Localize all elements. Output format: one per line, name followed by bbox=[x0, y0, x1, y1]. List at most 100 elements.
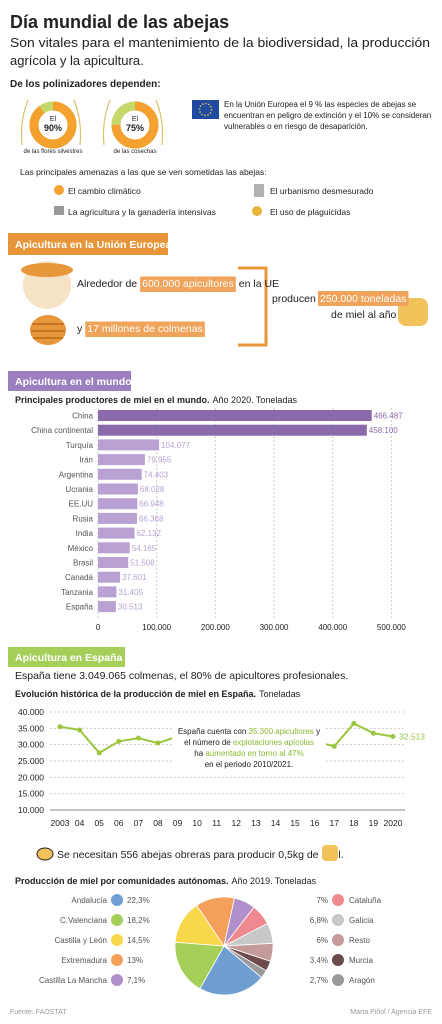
section-heading: De los polinizadores dependen: bbox=[10, 79, 161, 90]
donut-value: 90% bbox=[44, 123, 62, 133]
bar-chart: Principales productores de miel en el mu… bbox=[15, 395, 406, 632]
y-tick-label: EE.UU bbox=[69, 500, 94, 509]
beekeeper-hat bbox=[21, 263, 73, 277]
value-label: 458.100 bbox=[369, 426, 398, 435]
value-label: 22,3% bbox=[127, 896, 150, 905]
decoration bbox=[20, 99, 164, 146]
threat: El urbanismo desmesurado bbox=[270, 186, 374, 196]
donut-label: El bbox=[132, 116, 139, 123]
chart-title: Producción de miel por comunidades autón… bbox=[15, 876, 316, 886]
value-label: 18,2% bbox=[127, 916, 150, 925]
y-tick-label: Canadá bbox=[65, 573, 94, 582]
highlight-box bbox=[140, 276, 236, 292]
threat: El cambio climático bbox=[68, 186, 141, 196]
summary: España tiene 3.049.065 colmenas, el 80% … bbox=[15, 670, 348, 682]
highlight-text: 600.000 apicultores bbox=[142, 278, 234, 290]
y-tick-label: Irán bbox=[79, 456, 93, 465]
annotation: el número de explotaciones apícolas bbox=[184, 738, 314, 747]
x-tick-label: 13 bbox=[251, 818, 261, 828]
value-label: 79.955 bbox=[147, 456, 172, 465]
icon bbox=[54, 206, 64, 215]
bar bbox=[98, 410, 372, 421]
value-label: 6,8% bbox=[310, 916, 328, 925]
value-label: 54.165 bbox=[132, 544, 157, 553]
pie-slice bbox=[174, 941, 225, 990]
line-chart: Evolución histórica de la producción de … bbox=[15, 689, 425, 828]
legend-swatch bbox=[111, 914, 123, 926]
banner bbox=[8, 647, 125, 667]
y-tick-label: Tanzania bbox=[61, 588, 94, 597]
legend-swatch bbox=[332, 894, 344, 906]
highlight-box bbox=[318, 291, 409, 306]
title: Producción de miel por comunidades autón… bbox=[15, 876, 229, 886]
x-tick-label: 300.000 bbox=[260, 623, 289, 632]
banner bbox=[8, 233, 168, 255]
y-tick-label: Rusia bbox=[73, 514, 94, 523]
y-tick-label: 30.000 bbox=[18, 740, 44, 750]
title: Día mundial de las abejas bbox=[10, 12, 229, 32]
y-tick-label: España bbox=[66, 603, 94, 612]
y-tick-label: 20.000 bbox=[18, 772, 44, 782]
bar bbox=[98, 512, 137, 524]
eu-note: En la Unión Europea el 9 % las especies … bbox=[224, 100, 417, 109]
value-label: 51.508 bbox=[130, 559, 155, 568]
subtitle: agrícola y la apicultura. bbox=[10, 53, 144, 68]
donut-value: 75% bbox=[126, 123, 144, 133]
x-tick-label: 400.000 bbox=[318, 623, 347, 632]
bar bbox=[98, 498, 138, 510]
point bbox=[116, 738, 122, 744]
donut-caption: de las flores silvestres bbox=[23, 149, 82, 155]
annotation-box bbox=[172, 725, 326, 773]
point bbox=[135, 735, 141, 741]
bar bbox=[98, 454, 145, 466]
legend-swatch bbox=[111, 974, 123, 986]
x-tick-label: 11 bbox=[212, 818, 221, 828]
x-tick-label: 0 bbox=[96, 623, 101, 632]
point bbox=[331, 743, 337, 749]
donut-segment bbox=[29, 101, 77, 149]
banner-text: Apicultura en España bbox=[15, 652, 123, 664]
value-label: 7,1% bbox=[127, 976, 145, 985]
annotation: España cuenta con 35.300 apicultores y bbox=[178, 727, 320, 736]
y-tick-label: Brasil bbox=[73, 559, 93, 568]
legend-label: C.Valenciana bbox=[60, 916, 108, 925]
eu-figures: Alrededor de 600.000 apicultores en la UE y… bbox=[77, 276, 409, 337]
legend-label: Aragón bbox=[349, 976, 375, 985]
annotation: ha aumentado en torno al 47% bbox=[194, 749, 303, 758]
bee-note: Se necesitan 556 abejas obreras para pro… bbox=[57, 849, 344, 861]
legend-swatch bbox=[111, 934, 123, 946]
legend-label: Galicia bbox=[349, 916, 374, 925]
bar bbox=[98, 483, 138, 495]
y-tick-label: India bbox=[76, 529, 94, 538]
point bbox=[351, 720, 357, 726]
highlight-text: 250.000 toneladas bbox=[320, 293, 406, 305]
value-label: 37.601 bbox=[122, 573, 147, 582]
hive-lines bbox=[31, 323, 65, 339]
banner bbox=[8, 371, 131, 391]
chart-title: Evolución histórica de la producción de … bbox=[15, 689, 301, 699]
annotation-part: 35.300 apicultores bbox=[249, 727, 314, 736]
title: Principales productores de miel en el mu… bbox=[15, 395, 210, 405]
bar bbox=[98, 424, 367, 436]
x-tick-label: 15 bbox=[290, 818, 300, 828]
eu-note: encuentran en peligro de extinción y el … bbox=[224, 111, 431, 120]
x-tick-label: 18 bbox=[349, 818, 359, 828]
text: en la UE bbox=[239, 278, 279, 290]
y-tick-label: Turquía bbox=[66, 441, 94, 450]
legend-label: Extremadura bbox=[61, 956, 107, 965]
legend-swatch bbox=[111, 954, 123, 966]
icon bbox=[254, 184, 264, 197]
eu-stars bbox=[198, 102, 213, 117]
value-label: 14,5% bbox=[127, 936, 150, 945]
x-tick-label: 04 bbox=[75, 818, 85, 828]
legend-swatch bbox=[111, 894, 123, 906]
value-label: 7% bbox=[316, 896, 328, 905]
annotation-part: ha bbox=[194, 749, 205, 758]
donut-segment bbox=[111, 101, 159, 149]
threats-heading: Las principales amenazas a las que se ve… bbox=[20, 167, 267, 177]
annotation-part: en el periodo 2010/2021. bbox=[205, 760, 294, 769]
